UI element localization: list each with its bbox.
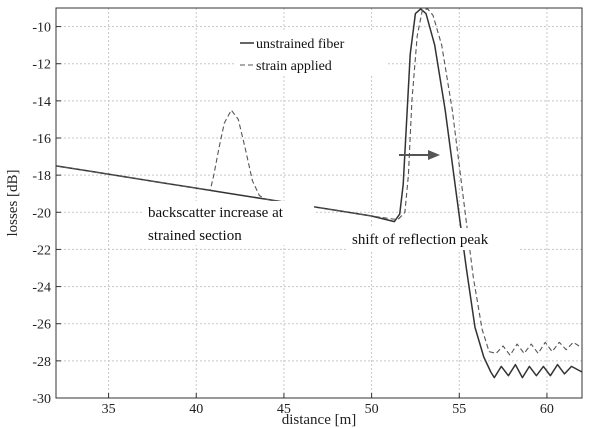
y-tick-label: -10 [32,21,51,36]
x-axis-title: distance [m] [282,412,357,428]
x-tick-label: 40 [189,402,203,417]
annotation-shift: shift of reflection peak [346,228,518,250]
annotation-shift-text: shift of reflection peak [352,232,489,248]
y-tick-label: -28 [32,355,51,370]
y-tick-label: -30 [32,392,51,407]
ticks: 35 40 45 50 55 60 -30 -28 -26 -24 -22 -20 -18 -16 -14 -… [32,21,554,417]
legend-label-strain: strain applied [256,59,332,74]
y-tick-label: -14 [32,95,51,110]
legend-label-unstrained: unstrained fiber [256,37,345,52]
series-line-strain [55,8,583,356]
annotation-backscatter-line-2: strained section [148,228,242,244]
y-tick-label: -16 [32,132,51,147]
y-tick-label: -18 [32,169,51,184]
x-tick-label: 45 [277,402,291,417]
y-tick-label: -24 [32,281,51,296]
y-tick-label: -26 [32,318,51,333]
y-tick-label: -12 [32,58,51,73]
legend: unstrained fiber strain applied [236,30,386,76]
annotation-backscatter-line-1: backscatter increase at [148,205,284,221]
plot-frame [55,7,583,399]
series-layer [55,8,583,379]
x-tick-label: 55 [452,402,466,417]
x-tick-label: 35 [102,402,116,417]
y-axis-title: losses [dB] [5,169,21,236]
y-tick-label: -22 [32,243,51,258]
y-tick-label: -20 [32,206,51,221]
shift-arrow [399,150,440,160]
x-tick-label: 50 [365,402,379,417]
legend-box [236,30,386,76]
annotation-backscatter: backscatter increase at strained section [144,201,314,245]
x-tick-label: 60 [540,402,554,417]
